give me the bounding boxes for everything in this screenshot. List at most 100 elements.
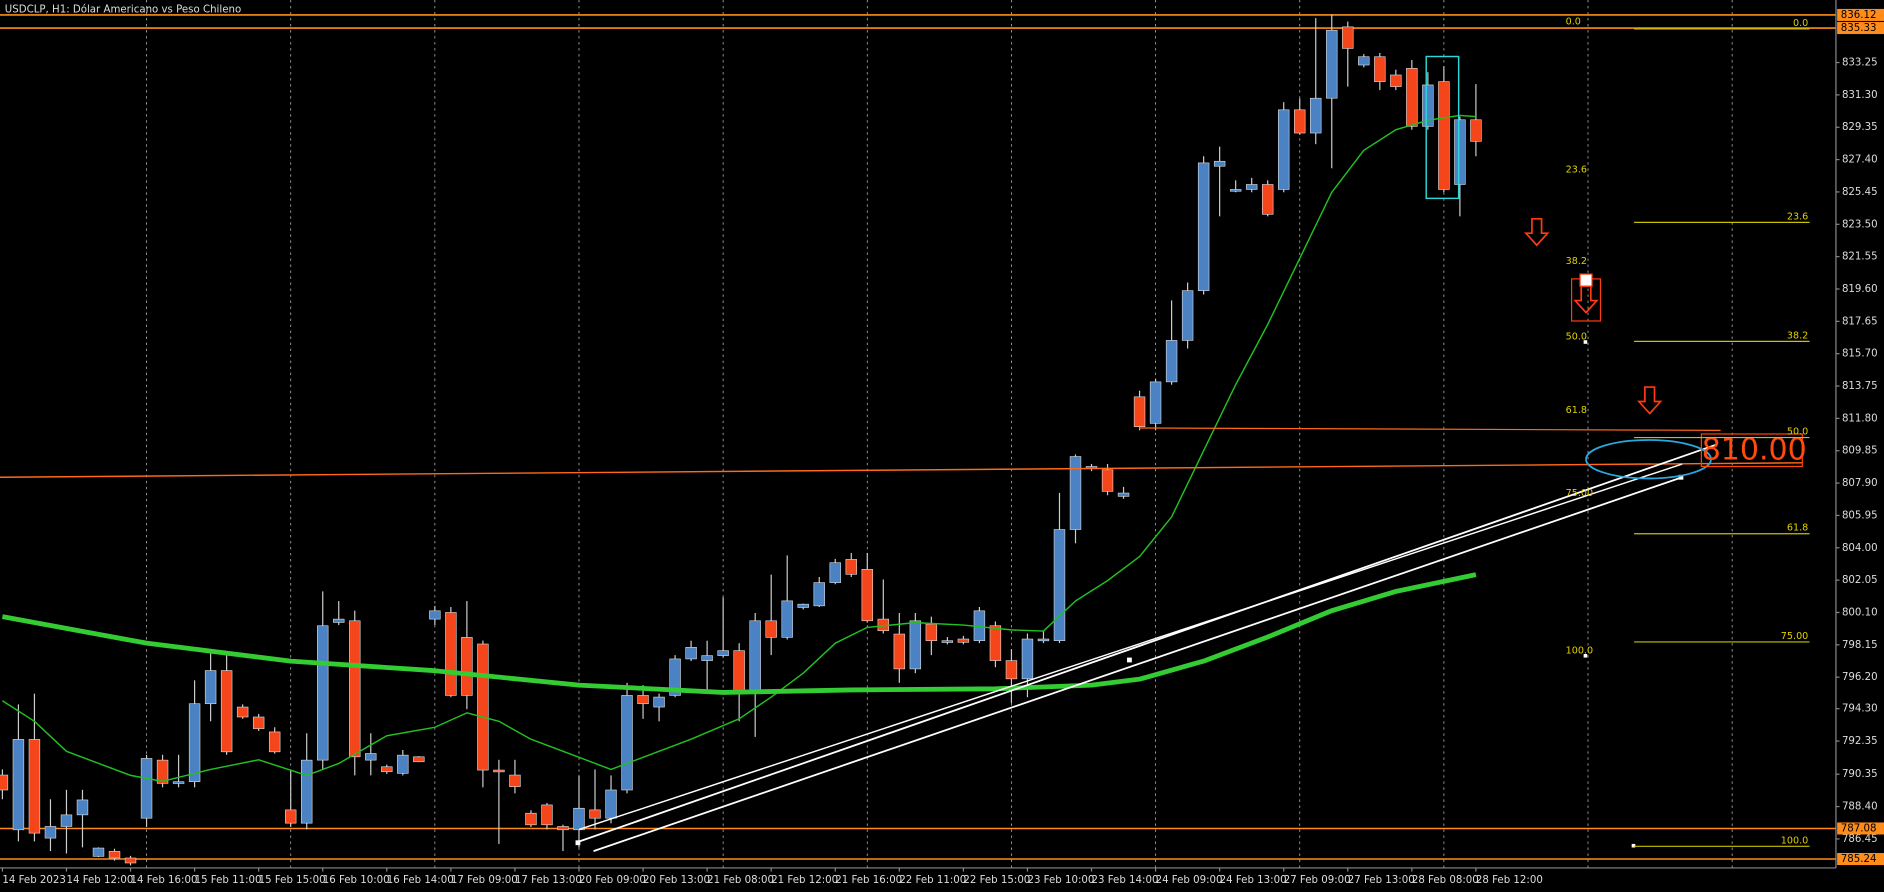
candle-body xyxy=(1165,340,1178,383)
candle-body xyxy=(1358,56,1370,66)
y-tick-label: 800.10 xyxy=(1842,607,1878,618)
candle-body xyxy=(204,670,217,705)
x-tick-label: 16 Feb 14:00 xyxy=(387,875,454,886)
fib-label: 75.00 xyxy=(1781,631,1809,642)
candle-body xyxy=(236,706,249,718)
candle-body xyxy=(28,739,41,834)
candle-body xyxy=(1422,84,1434,127)
highlight-box xyxy=(1425,55,1460,200)
candle-body xyxy=(1454,119,1466,185)
x-tick-label: 14 Feb 12:00 xyxy=(66,875,133,886)
y-tick-label: 790.35 xyxy=(1842,769,1878,780)
fib-label: 0.0 xyxy=(1566,17,1581,28)
x-tick-label: 24 Feb 09:00 xyxy=(1156,875,1223,886)
fib-label: 0.0 xyxy=(1793,18,1808,29)
candle-body xyxy=(1438,81,1450,190)
y-tick-label: 811.80 xyxy=(1842,413,1878,424)
y-tick-label: 807.90 xyxy=(1842,478,1878,489)
candle-body xyxy=(252,716,265,729)
y-tick-label: 815.70 xyxy=(1842,349,1878,360)
candle-body xyxy=(1213,160,1226,167)
candle-body xyxy=(765,620,777,638)
candle-body xyxy=(0,774,9,791)
price-tag xyxy=(1837,822,1884,835)
fibonacci: 0.0 23.6 38.2 50.0 61.8 75.00 100.0 0.0 23.6 38.2… xyxy=(1566,17,1810,847)
price-tag-label: 785.24 xyxy=(1841,854,1877,865)
fib-label: 50.0 xyxy=(1787,427,1808,438)
fib-label: 23.6 xyxy=(1566,165,1587,176)
candle-body xyxy=(1037,638,1050,642)
x-tick-label: 20 Feb 09:00 xyxy=(579,875,646,886)
candle-body xyxy=(1021,638,1034,680)
axes: 833.25 831.30 829.35 827.40 825.45 823.50 821.… xyxy=(1,8,1884,886)
candle-body xyxy=(1294,109,1306,134)
trend-line xyxy=(593,476,1683,852)
candle-body xyxy=(1117,492,1130,497)
fib-label: 75.00 xyxy=(1566,488,1594,499)
y-tick-label: 786.45 xyxy=(1842,834,1878,845)
x-tick-label: 15 Feb 15:00 xyxy=(259,875,326,886)
candle-body xyxy=(333,618,345,623)
candle-body xyxy=(1310,97,1322,134)
y-tick-label: 798.15 xyxy=(1842,640,1878,651)
fib-label: 23.6 xyxy=(1787,211,1808,222)
candle-body xyxy=(76,799,89,816)
y-tick-label: 821.55 xyxy=(1842,252,1878,263)
candle-body xyxy=(1245,184,1258,190)
y-tick-label: 792.35 xyxy=(1842,736,1878,747)
x-tick-label: 14 Feb 16:00 xyxy=(131,875,198,886)
x-tick-label: 23 Feb 14:00 xyxy=(1092,875,1159,886)
anchor xyxy=(1631,843,1636,848)
y-tick-label: 819.60 xyxy=(1842,284,1878,295)
y-tick-label: 809.85 xyxy=(1842,446,1878,457)
candle-body xyxy=(365,753,377,761)
candle-body xyxy=(1374,56,1386,82)
candle-body xyxy=(797,603,809,608)
candle-body xyxy=(717,650,729,656)
candle-body xyxy=(397,754,409,774)
trend-line xyxy=(578,463,1683,831)
candle-body xyxy=(1261,184,1274,215)
candle-body xyxy=(44,826,57,839)
candle-body xyxy=(493,769,505,773)
candle-body xyxy=(156,759,169,784)
x-tick-label: 16 Feb 10:00 xyxy=(323,875,390,886)
candle-body xyxy=(1197,162,1210,291)
y-tick-label: 788.40 xyxy=(1842,802,1878,813)
candle-body xyxy=(317,625,329,761)
candle-body xyxy=(301,759,313,824)
candle-body xyxy=(957,638,970,643)
candle-body xyxy=(941,640,954,643)
candle-body xyxy=(1005,660,1018,680)
y-tick-label: 805.95 xyxy=(1842,510,1878,521)
fib-label: 61.8 xyxy=(1787,523,1808,534)
candle-body xyxy=(1406,68,1418,127)
anchor xyxy=(575,840,581,846)
x-tick-label: 21 Feb 12:00 xyxy=(771,875,838,886)
candle-body xyxy=(124,857,137,864)
candle-body xyxy=(525,812,537,826)
candle-body xyxy=(1326,29,1338,99)
candle-body xyxy=(557,826,569,831)
moving-average xyxy=(2,114,1476,783)
candle-body xyxy=(60,814,73,827)
candle-body xyxy=(477,643,489,771)
candle-body xyxy=(909,620,922,670)
candle-body xyxy=(220,670,233,753)
x-tick-label: 28 Feb 08:00 xyxy=(1412,875,1479,886)
x-tick-label: 22 Feb 15:00 xyxy=(963,875,1030,886)
candle-body xyxy=(621,695,633,791)
drawings xyxy=(0,55,1803,852)
trend-line xyxy=(578,443,1717,843)
candle-body xyxy=(140,758,153,819)
moving-average xyxy=(1,572,1477,695)
candle-body xyxy=(829,562,841,583)
candle-body xyxy=(845,559,857,575)
anchor xyxy=(1678,474,1684,480)
candle-body xyxy=(188,703,201,782)
candle-body xyxy=(1342,26,1354,49)
y-tick-label: 813.75 xyxy=(1842,381,1878,392)
anchor xyxy=(1579,273,1593,287)
candle-body xyxy=(781,600,793,638)
